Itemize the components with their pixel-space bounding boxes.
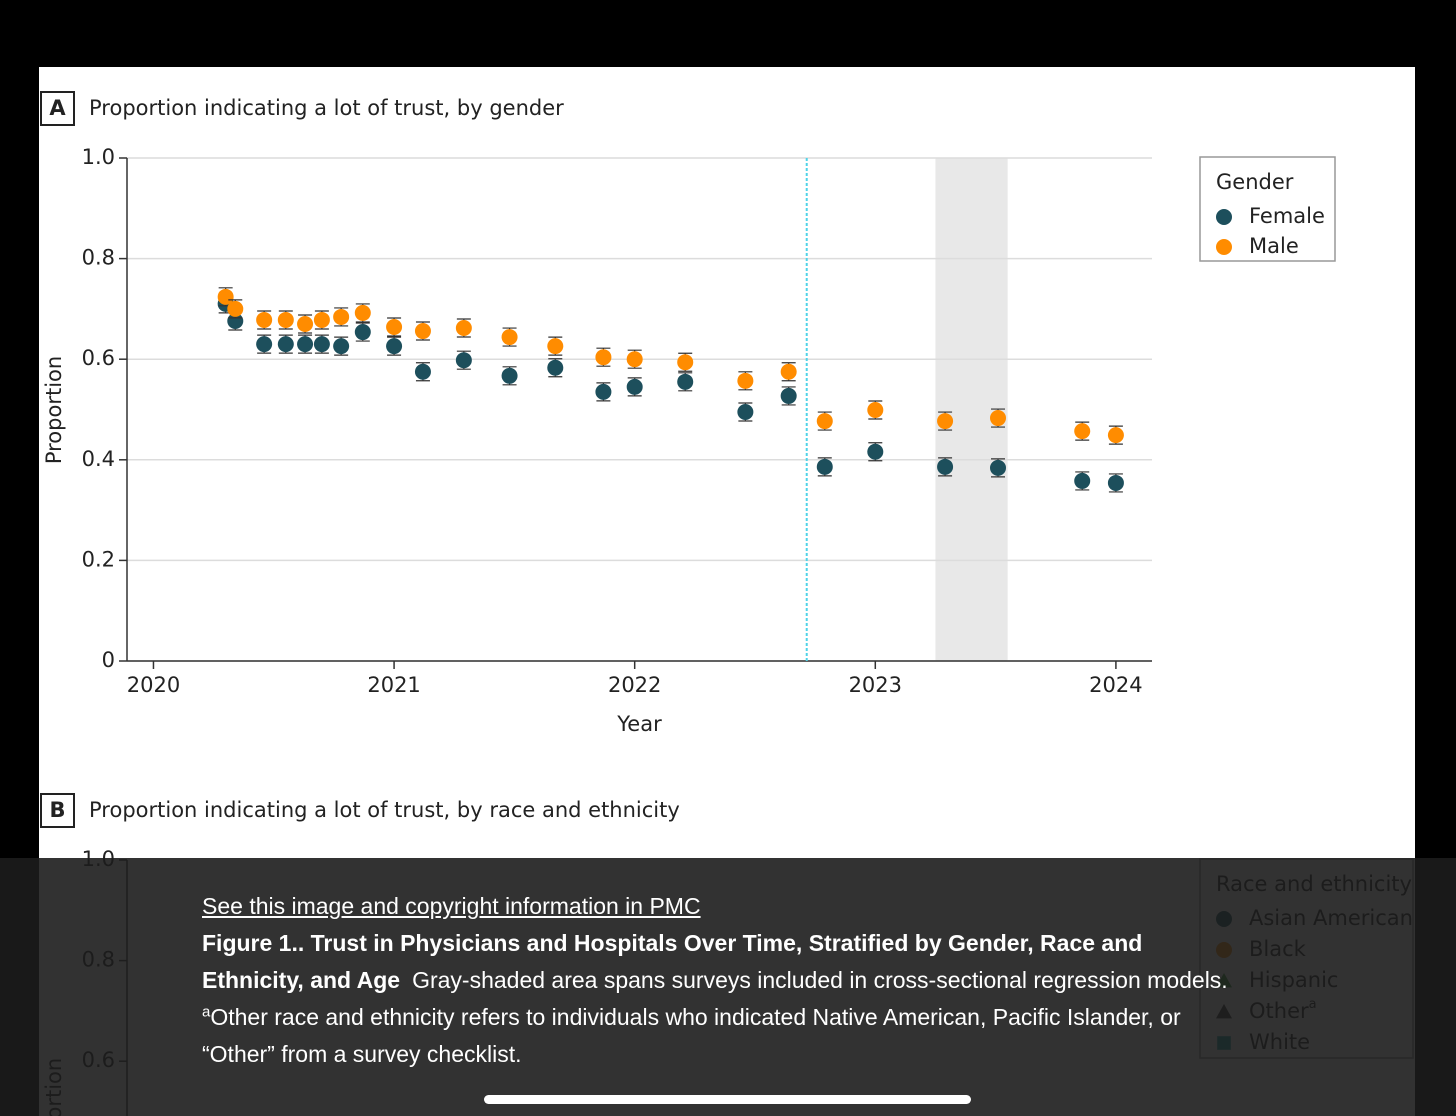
marker xyxy=(1074,472,1091,489)
marker xyxy=(313,311,330,328)
marker xyxy=(1074,423,1091,440)
panel-label-box xyxy=(40,793,75,828)
footnote-mark: a xyxy=(202,1003,211,1021)
caption-title: Figure 1.. Trust in Physicians and Hospi… xyxy=(202,930,1143,993)
x-tick-label: 2021 xyxy=(367,673,420,697)
legend-label: Female xyxy=(1249,204,1325,228)
marker xyxy=(297,336,314,353)
panel-label-box xyxy=(40,91,75,126)
x-tick-label: 2023 xyxy=(849,673,902,697)
marker xyxy=(277,336,294,353)
y-tick-label: 0.2 xyxy=(82,547,115,571)
caption: See this image and copyright information… xyxy=(202,888,1242,1073)
marker xyxy=(501,367,518,384)
home-indicator[interactable] xyxy=(484,1095,971,1104)
marker xyxy=(547,359,564,376)
marker xyxy=(386,319,403,336)
y-tick-label: 1.0 xyxy=(82,145,115,169)
marker xyxy=(354,304,371,321)
y-axis-label: Proportion xyxy=(42,356,66,464)
marker xyxy=(990,459,1007,476)
marker xyxy=(354,324,371,341)
marker xyxy=(217,288,234,305)
x-tick-label: 2020 xyxy=(127,673,180,697)
marker xyxy=(990,410,1007,427)
marker xyxy=(256,336,273,353)
marker xyxy=(780,387,797,404)
marker xyxy=(626,351,643,368)
marker xyxy=(256,311,273,328)
panel-label: B xyxy=(49,798,65,822)
marker xyxy=(547,338,564,355)
marker xyxy=(867,402,884,419)
marker xyxy=(780,363,797,380)
marker xyxy=(455,352,472,369)
legend-label: Male xyxy=(1249,234,1299,258)
marker xyxy=(937,413,954,430)
panel-title: Proportion indicating a lot of trust, by… xyxy=(89,798,680,822)
marker xyxy=(595,383,612,400)
marker xyxy=(414,323,431,340)
legend-label: Male xyxy=(1249,234,1299,258)
y-tick-label: 0.6 xyxy=(82,346,115,370)
legend-marker xyxy=(1216,209,1232,225)
copyright-link[interactable]: See this image and copyright information… xyxy=(202,893,701,919)
caption-text: Gray-shaded area spans surveys included … xyxy=(412,967,1228,993)
marker xyxy=(816,458,833,475)
caption-overlay xyxy=(0,858,1456,1116)
legend-label: Female xyxy=(1249,204,1325,228)
marker xyxy=(227,312,244,329)
marker xyxy=(455,320,472,337)
marker xyxy=(277,311,294,328)
x-tick-label: 2024 xyxy=(1089,673,1142,697)
caption-text: Other race and ethnicity refers to indiv… xyxy=(202,1004,1181,1067)
marker xyxy=(1107,474,1124,491)
marker xyxy=(677,373,694,390)
y-tick-label: 0 xyxy=(102,648,115,672)
marker xyxy=(297,315,314,332)
marker xyxy=(313,336,330,353)
marker xyxy=(677,354,694,371)
y-tick-label: 0.8 xyxy=(82,246,115,270)
marker xyxy=(626,378,643,395)
marker xyxy=(1107,427,1124,444)
marker xyxy=(333,308,350,325)
marker xyxy=(937,458,954,475)
x-tick-label: 2022 xyxy=(608,673,661,697)
panel-title: Proportion indicating a lot of trust, by… xyxy=(89,96,564,120)
marker xyxy=(414,363,431,380)
marker xyxy=(816,413,833,430)
y-tick-label: 0.4 xyxy=(82,447,115,471)
panel-label: A xyxy=(49,96,66,120)
marker xyxy=(386,338,403,355)
marker xyxy=(595,349,612,366)
marker xyxy=(737,404,754,421)
marker xyxy=(227,300,244,317)
marker xyxy=(737,372,754,389)
legend-title: Gender xyxy=(1216,170,1294,194)
legend-marker xyxy=(1216,239,1232,255)
marker xyxy=(333,338,350,355)
marker xyxy=(867,443,884,460)
x-axis-label: Year xyxy=(616,712,662,736)
marker xyxy=(501,329,518,346)
